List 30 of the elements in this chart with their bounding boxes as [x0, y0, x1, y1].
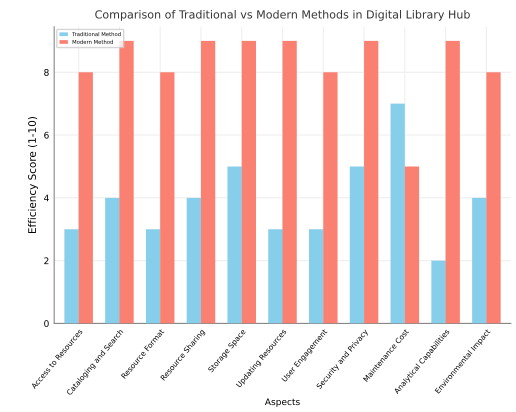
bar: [227, 166, 242, 324]
bar: [486, 72, 501, 324]
bar: [282, 40, 297, 324]
bar: [404, 166, 420, 324]
bar: [64, 229, 79, 324]
bar: [186, 198, 201, 324]
bar: [446, 40, 460, 324]
bar: [105, 198, 120, 324]
bar: [431, 260, 446, 324]
bar: [472, 198, 486, 324]
y-axis-title: Efficiency Score (1-10): [28, 117, 38, 234]
bar: [146, 229, 160, 324]
y-tick-label: 6: [44, 132, 49, 139]
x-axis-title: Aspects: [264, 398, 300, 407]
bar: [364, 40, 378, 324]
bar: [200, 40, 216, 324]
bar: [268, 229, 283, 324]
bar: [309, 229, 324, 324]
bar: [78, 72, 93, 324]
bar: [242, 40, 256, 324]
y-tick-label: 4: [44, 194, 49, 202]
y-tick-label: 8: [44, 69, 49, 76]
bar: [350, 166, 364, 324]
y-tick-label: 2: [44, 257, 48, 264]
y-tick-label: 0: [44, 320, 49, 327]
bar: [390, 104, 405, 324]
chart-title: Comparison of Traditional vs Modern Methods in Digital Library Hub: [95, 10, 470, 21]
bar: [119, 40, 134, 324]
bar: [160, 72, 174, 324]
bar: [323, 72, 338, 324]
